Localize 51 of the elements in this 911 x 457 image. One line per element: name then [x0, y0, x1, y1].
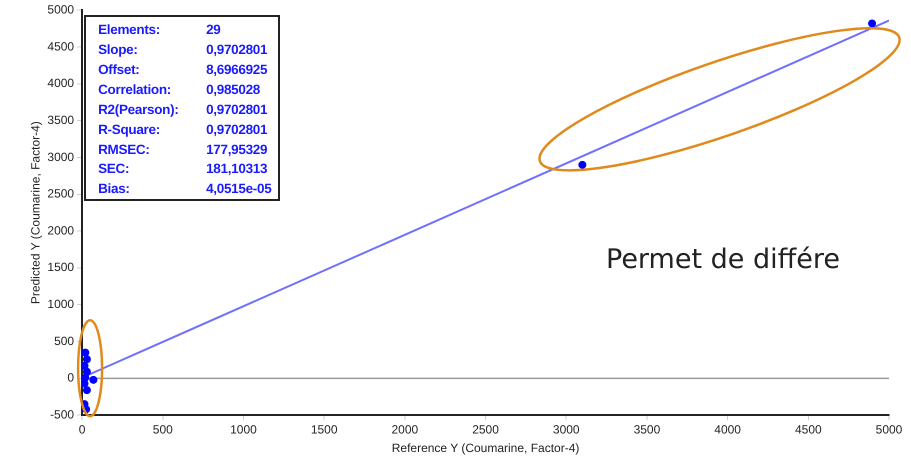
annotation: Offset:	[98, 60, 140, 79]
x-tick-label: 2500	[472, 422, 500, 437]
point	[89, 376, 98, 384]
x-tick-label: 3000	[552, 422, 580, 437]
y-tick-label: 1500	[47, 260, 74, 274]
y-tick-label: 0	[67, 370, 74, 385]
x-tick-label: 0	[78, 422, 86, 437]
x-tick-label: 500	[152, 422, 174, 437]
x-tick-label: 1500	[310, 422, 338, 437]
annotation: R-Square:	[98, 120, 161, 139]
point	[82, 380, 89, 388]
y-tick-label: 1000	[47, 297, 74, 312]
x-axis-title: Reference Y (Coumarine, Factor-4)	[392, 441, 580, 456]
point	[868, 19, 876, 28]
annotation: 0,985028	[206, 80, 262, 99]
point	[82, 386, 91, 394]
y-tick-label: 4000	[47, 76, 74, 90]
y-tick-label: 2500	[47, 186, 74, 201]
annotation: SEC:	[98, 160, 130, 178]
y-tick-label: 500	[54, 334, 74, 348]
annotation: 29	[206, 21, 222, 40]
point	[578, 160, 586, 169]
point	[82, 355, 91, 364]
x-tick-label: 5000	[876, 422, 903, 437]
annotation: R2(Pearson):	[98, 100, 180, 119]
y-tick-label: 5000	[47, 2, 74, 17]
annotation: RMSEC:	[98, 140, 151, 159]
point	[82, 348, 90, 357]
annotation: Correlation:	[98, 80, 172, 99]
x-tick-label: 3500	[634, 422, 661, 437]
annotation: 0,9702801	[206, 41, 268, 60]
x-tick-label: 1000	[230, 422, 258, 437]
y-tick-label: 4500	[47, 39, 74, 54]
annotation: Elements:	[98, 21, 161, 40]
annotation: 177,95329	[206, 140, 268, 159]
y-axis-title: Predicted Y (Coumarine, Factor-4)	[28, 121, 43, 304]
y-tick-label: 3000	[47, 150, 74, 164]
annotation: 181,10313	[206, 160, 268, 178]
annotation: 4,0515e-05	[206, 180, 272, 198]
x-tick-label: 4000	[714, 422, 742, 437]
annotation: Slope:	[98, 41, 139, 60]
annotation: Permet de différe	[606, 244, 840, 275]
annotation: Bias:	[98, 180, 131, 198]
x-tick-label: 4500	[794, 422, 822, 437]
y-tick-label: -500	[50, 408, 74, 422]
x-tick-label: 2000	[392, 422, 419, 437]
annotation: 0,9702801	[206, 100, 268, 119]
annotation: 8,6966925	[206, 60, 268, 79]
y-tick-label: 3500	[47, 112, 74, 127]
annotation: 0,9702801	[206, 120, 268, 139]
y-tick-label: 2000	[47, 223, 74, 238]
